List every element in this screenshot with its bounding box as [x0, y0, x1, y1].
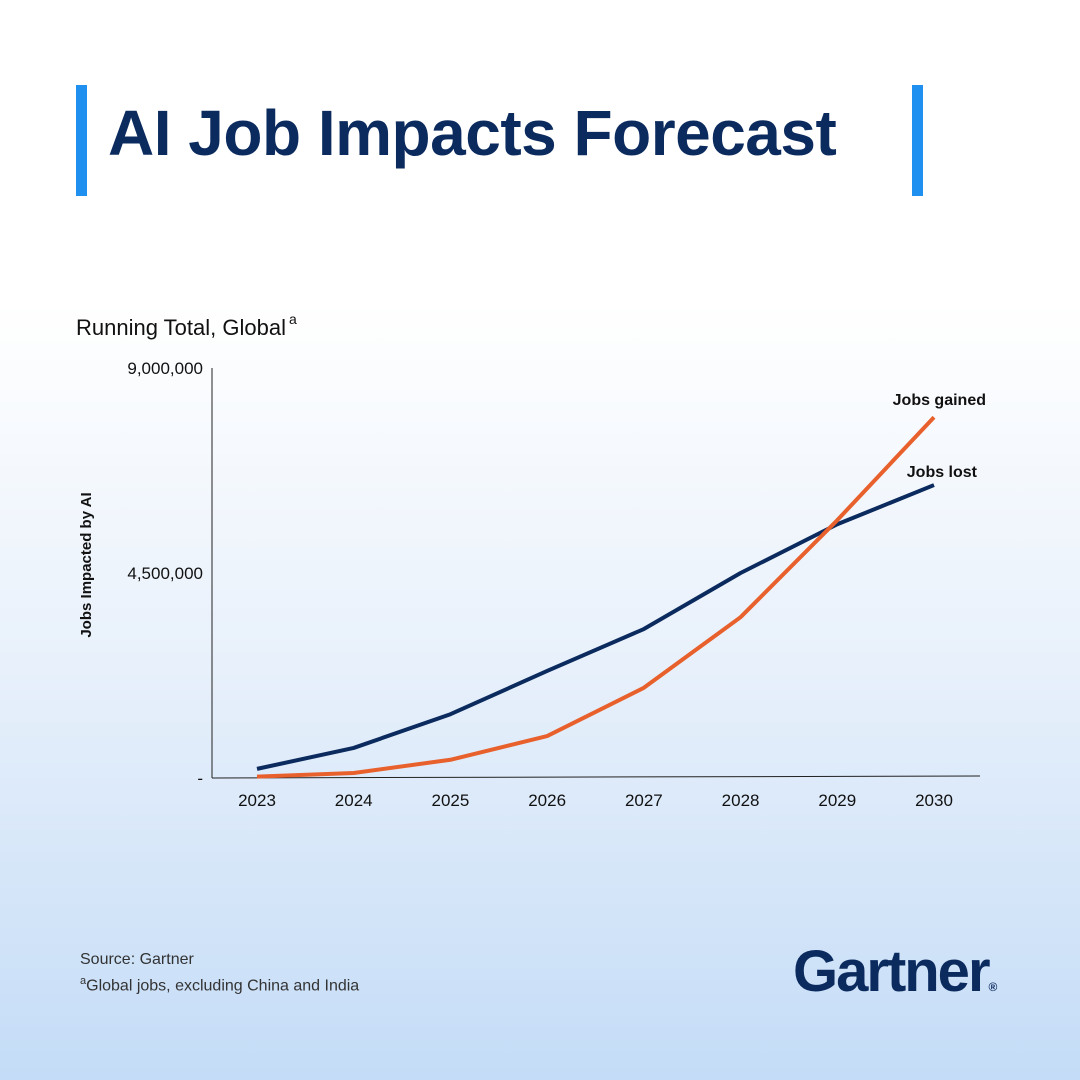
x-tick-label: 2028 [722, 791, 760, 810]
subtitle-footnote-mark: a [288, 311, 297, 327]
series-label: Jobs gained [893, 392, 986, 409]
chart-subtitle: Running Total, Global a [76, 311, 297, 341]
gartner-logo: Gartner® [793, 938, 997, 1005]
page-title: AI Job Impacts Forecast [108, 97, 837, 169]
series-line-jobs-gained [256, 415, 936, 779]
x-tick-label: 2030 [915, 791, 953, 810]
x-tick-label: 2025 [432, 791, 470, 810]
x-tick-label: 2023 [238, 791, 276, 810]
x-axis-line [211, 775, 981, 779]
subtitle-text: Running Total, Global [76, 315, 286, 340]
y-tick-label: 9,000,000 [127, 359, 203, 378]
footnote: aGlobal jobs, excluding China and India [80, 975, 359, 995]
series-line-jobs-lost [256, 483, 935, 771]
source-note: Source: Gartner [80, 951, 194, 968]
title-bar-right [912, 85, 923, 196]
title-bar-left [76, 85, 87, 196]
y-axis-label: Jobs Impacted by AI [78, 492, 95, 637]
series-label: Jobs lost [907, 464, 978, 481]
x-tick-label: 2027 [625, 791, 663, 810]
x-tick-label: 2024 [335, 791, 373, 810]
logo-text: Gartner [793, 939, 991, 1004]
x-tick-label: 2026 [528, 791, 566, 810]
footnote-text: Global jobs, excluding China and India [86, 977, 360, 995]
y-tick-label: 4,500,000 [127, 564, 203, 583]
registered-mark: ® [988, 980, 998, 994]
y-tick-label: - [197, 769, 203, 788]
footnote-mark: a [80, 975, 87, 987]
x-tick-label: 2029 [818, 791, 856, 810]
